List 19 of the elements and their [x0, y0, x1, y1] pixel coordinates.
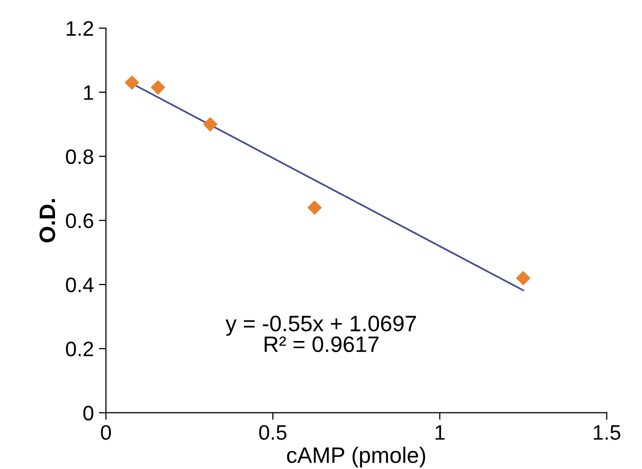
x-tick-label: 1: [436, 425, 445, 440]
y-tick-label: 0.2: [66, 342, 94, 356]
y-tick-label: 0.8: [66, 149, 94, 164]
point: [124, 75, 140, 90]
point: [202, 117, 218, 132]
x-axis-title: cAMP (pmole): [287, 446, 426, 468]
y-axis-title: O.D.: [39, 199, 56, 242]
y-tick-label: 0.4: [66, 278, 94, 292]
x-tick-label: 0.5: [259, 425, 286, 440]
annotation: y = -0.55x + 1.0697 R² = 0.9617: [226, 316, 416, 352]
y-tick-label: 0: [83, 406, 94, 420]
point: [516, 270, 531, 286]
y-tick-label: 1.2: [66, 21, 94, 36]
point: [150, 80, 166, 95]
x-tick-label: 1.5: [594, 425, 620, 440]
point: [307, 200, 322, 215]
y-tick-label: 1: [84, 85, 94, 100]
x-tick-label: 0: [100, 425, 111, 440]
y-tick-label: 0.6: [66, 213, 94, 228]
